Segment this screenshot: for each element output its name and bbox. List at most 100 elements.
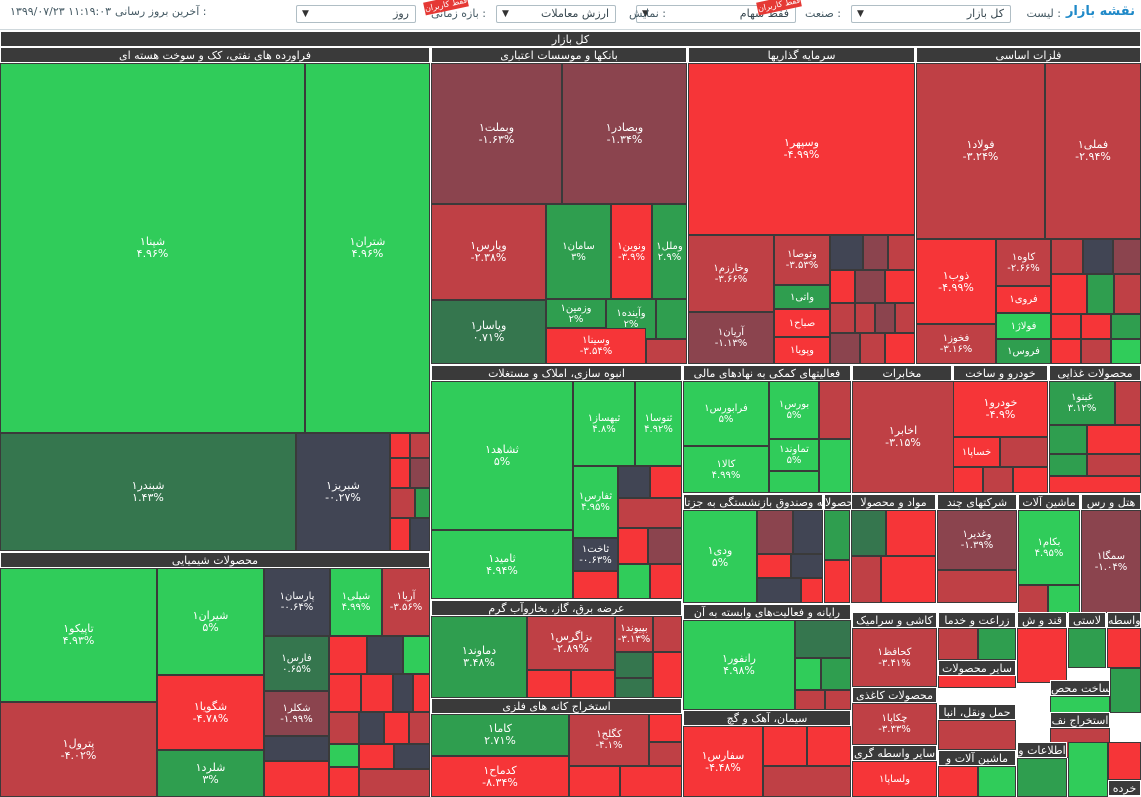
small-stock-tile[interactable] (801, 578, 823, 603)
small-stock-tile[interactable] (860, 333, 885, 364)
small-stock-tile[interactable] (938, 766, 978, 797)
small-stock-tile[interactable] (978, 628, 1016, 660)
small-stock-tile[interactable] (409, 712, 430, 744)
small-stock-tile[interactable] (1000, 437, 1048, 467)
small-stock-tile[interactable] (656, 299, 687, 339)
stock-tile[interactable]: فرابورس۱ ۵% (683, 381, 769, 446)
small-stock-tile[interactable] (855, 303, 875, 333)
small-stock-tile[interactable] (793, 510, 823, 554)
stock-tile[interactable]: اخابر۱ -۳.۱۵% (852, 381, 954, 493)
small-stock-tile[interactable] (1068, 742, 1108, 797)
small-stock-tile[interactable] (394, 744, 430, 769)
small-stock-tile[interactable] (1051, 274, 1087, 314)
small-stock-tile[interactable] (881, 556, 936, 603)
small-stock-tile[interactable] (855, 270, 885, 303)
stock-tile[interactable]: بکام۱ ۴.۹۵% (1018, 510, 1080, 585)
small-stock-tile[interactable] (1111, 339, 1141, 364)
stock-tile[interactable]: فملی۱ -۲.۹۴% (1045, 63, 1141, 239)
small-stock-tile[interactable] (769, 471, 819, 493)
stock-tile[interactable]: ولساپا۱ (852, 761, 937, 797)
stock-tile[interactable]: شبندر۱ ۱.۴۳% (0, 433, 296, 551)
small-stock-tile[interactable] (851, 556, 881, 603)
stock-tile[interactable]: وسینا۱ -۳.۵۴% (546, 328, 646, 364)
small-stock-tile[interactable] (573, 571, 618, 599)
stock-tile[interactable]: شیران۱ ۵% (157, 568, 264, 675)
stock-tile[interactable]: وپاسار۱ ۰.۷۱% (431, 300, 546, 364)
small-stock-tile[interactable] (367, 636, 403, 674)
small-stock-tile[interactable] (938, 628, 978, 660)
stock-tile[interactable]: شبریز۱ -۰.۲۷% (296, 433, 390, 551)
small-stock-tile[interactable] (795, 620, 851, 658)
small-stock-tile[interactable] (410, 433, 430, 458)
small-stock-tile[interactable] (938, 720, 1016, 750)
stock-tile[interactable]: ثامید۱ ۴.۹۴% (431, 530, 573, 599)
stock-tile[interactable]: ثشاهد۱ ۵% (431, 381, 573, 530)
stock-tile[interactable]: کدماح۱ -۸.۳۴% (431, 756, 569, 797)
small-stock-tile[interactable] (390, 458, 410, 488)
small-stock-tile[interactable] (1083, 239, 1113, 274)
stock-tile[interactable]: آریا۱ -۳.۵۶% (382, 568, 430, 636)
small-stock-tile[interactable] (390, 433, 410, 458)
small-stock-tile[interactable] (763, 726, 807, 766)
stock-tile[interactable]: وبصادر۱ -۱.۳۴% (562, 63, 687, 204)
small-stock-tile[interactable] (1051, 314, 1081, 339)
small-stock-tile[interactable] (888, 235, 915, 270)
small-stock-tile[interactable] (329, 636, 367, 674)
small-stock-tile[interactable] (895, 303, 915, 333)
stock-tile[interactable]: دماوند۱ ۳.۴۸% (431, 616, 527, 698)
small-stock-tile[interactable] (885, 270, 915, 303)
period-select[interactable]: روز ▼ (296, 5, 416, 23)
small-stock-tile[interactable] (1111, 314, 1141, 339)
stock-tile[interactable]: وزمین۱ ۲% (546, 299, 606, 328)
small-stock-tile[interactable] (757, 554, 791, 578)
small-stock-tile[interactable] (1048, 585, 1080, 613)
stock-tile[interactable]: کاما۱ ۲.۷۱% (431, 714, 569, 756)
stock-tile[interactable]: فروی۱ (996, 286, 1051, 313)
stock-tile[interactable]: بپیوند۱ -۳.۱۳% (615, 616, 653, 652)
small-stock-tile[interactable] (1068, 628, 1106, 668)
stock-tile[interactable]: تماوند۱ ۵% (769, 439, 819, 471)
small-stock-tile[interactable] (1087, 454, 1141, 476)
small-stock-tile[interactable] (415, 488, 430, 518)
small-stock-tile[interactable] (390, 518, 410, 551)
stock-tile[interactable]: خساپا۱ (953, 437, 1000, 467)
small-stock-tile[interactable] (384, 712, 409, 744)
stock-tile[interactable]: پترول۱ -۴.۰۲% (0, 702, 157, 797)
small-stock-tile[interactable] (851, 510, 886, 556)
small-stock-tile[interactable] (1110, 668, 1141, 713)
stock-tile[interactable]: فولاد۱ -۳.۲۴% (916, 63, 1045, 239)
small-stock-tile[interactable] (1114, 274, 1141, 314)
stock-tile[interactable]: ونوین۱ -۳.۹% (611, 204, 652, 299)
small-stock-tile[interactable] (653, 616, 682, 652)
stock-tile[interactable]: بورس۱ ۵% (769, 381, 819, 439)
small-stock-tile[interactable] (410, 518, 430, 551)
small-stock-tile[interactable] (757, 510, 793, 554)
small-stock-tile[interactable] (618, 564, 650, 599)
small-stock-tile[interactable] (795, 690, 825, 710)
small-stock-tile[interactable] (648, 528, 682, 564)
small-stock-tile[interactable] (413, 674, 430, 712)
small-stock-tile[interactable] (819, 439, 851, 493)
list-select[interactable]: کل بازار ▼ (851, 5, 1011, 23)
small-stock-tile[interactable] (329, 674, 361, 712)
small-stock-tile[interactable] (393, 674, 413, 712)
small-stock-tile[interactable] (1107, 628, 1141, 668)
stock-tile[interactable]: واتی۱ (774, 285, 830, 309)
small-stock-tile[interactable] (937, 570, 1017, 603)
small-stock-tile[interactable] (1087, 274, 1114, 314)
stock-tile[interactable]: شلرد۱ ۳% (157, 750, 264, 797)
stock-tile[interactable]: سمگا۱ -۱.۰۴% (1081, 510, 1141, 613)
small-stock-tile[interactable] (978, 766, 1016, 797)
small-stock-tile[interactable] (359, 744, 394, 769)
stock-tile[interactable]: شپلی۱ ۴.۹۹% (330, 568, 382, 636)
stock-tile[interactable]: وسپهر۱ -۴.۹۹% (688, 63, 915, 235)
stock-tile[interactable]: وبملت۱ -۱.۶۳% (431, 63, 562, 204)
small-stock-tile[interactable] (763, 766, 851, 797)
stock-tile[interactable]: کالا۱ ۴.۹۹% (683, 446, 769, 493)
small-stock-tile[interactable] (807, 726, 851, 766)
stock-tile[interactable]: سامان۱ ۳% (546, 204, 611, 299)
stock-tile[interactable]: کحافظ۱ -۳.۴۱% (852, 628, 937, 687)
small-stock-tile[interactable] (264, 736, 329, 761)
small-stock-tile[interactable] (821, 658, 851, 690)
small-stock-tile[interactable] (1051, 239, 1083, 274)
